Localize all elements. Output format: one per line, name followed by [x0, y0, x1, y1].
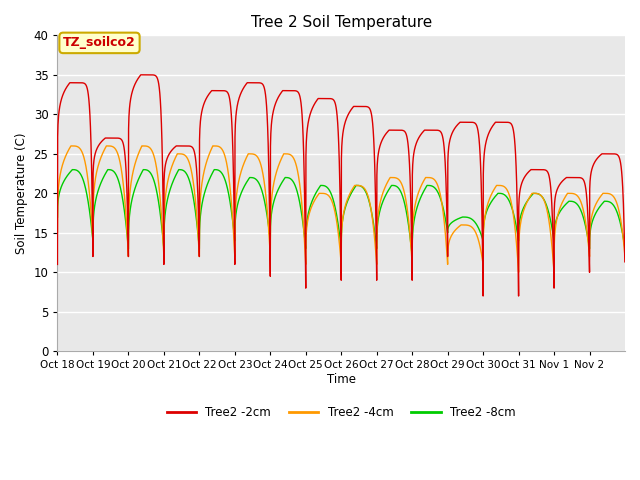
Text: TZ_soilco2: TZ_soilco2 [63, 36, 136, 49]
Y-axis label: Soil Temperature (C): Soil Temperature (C) [15, 132, 28, 254]
Legend: Tree2 -2cm, Tree2 -4cm, Tree2 -8cm: Tree2 -2cm, Tree2 -4cm, Tree2 -8cm [162, 401, 521, 424]
Title: Tree 2 Soil Temperature: Tree 2 Soil Temperature [251, 15, 432, 30]
X-axis label: Time: Time [327, 373, 356, 386]
